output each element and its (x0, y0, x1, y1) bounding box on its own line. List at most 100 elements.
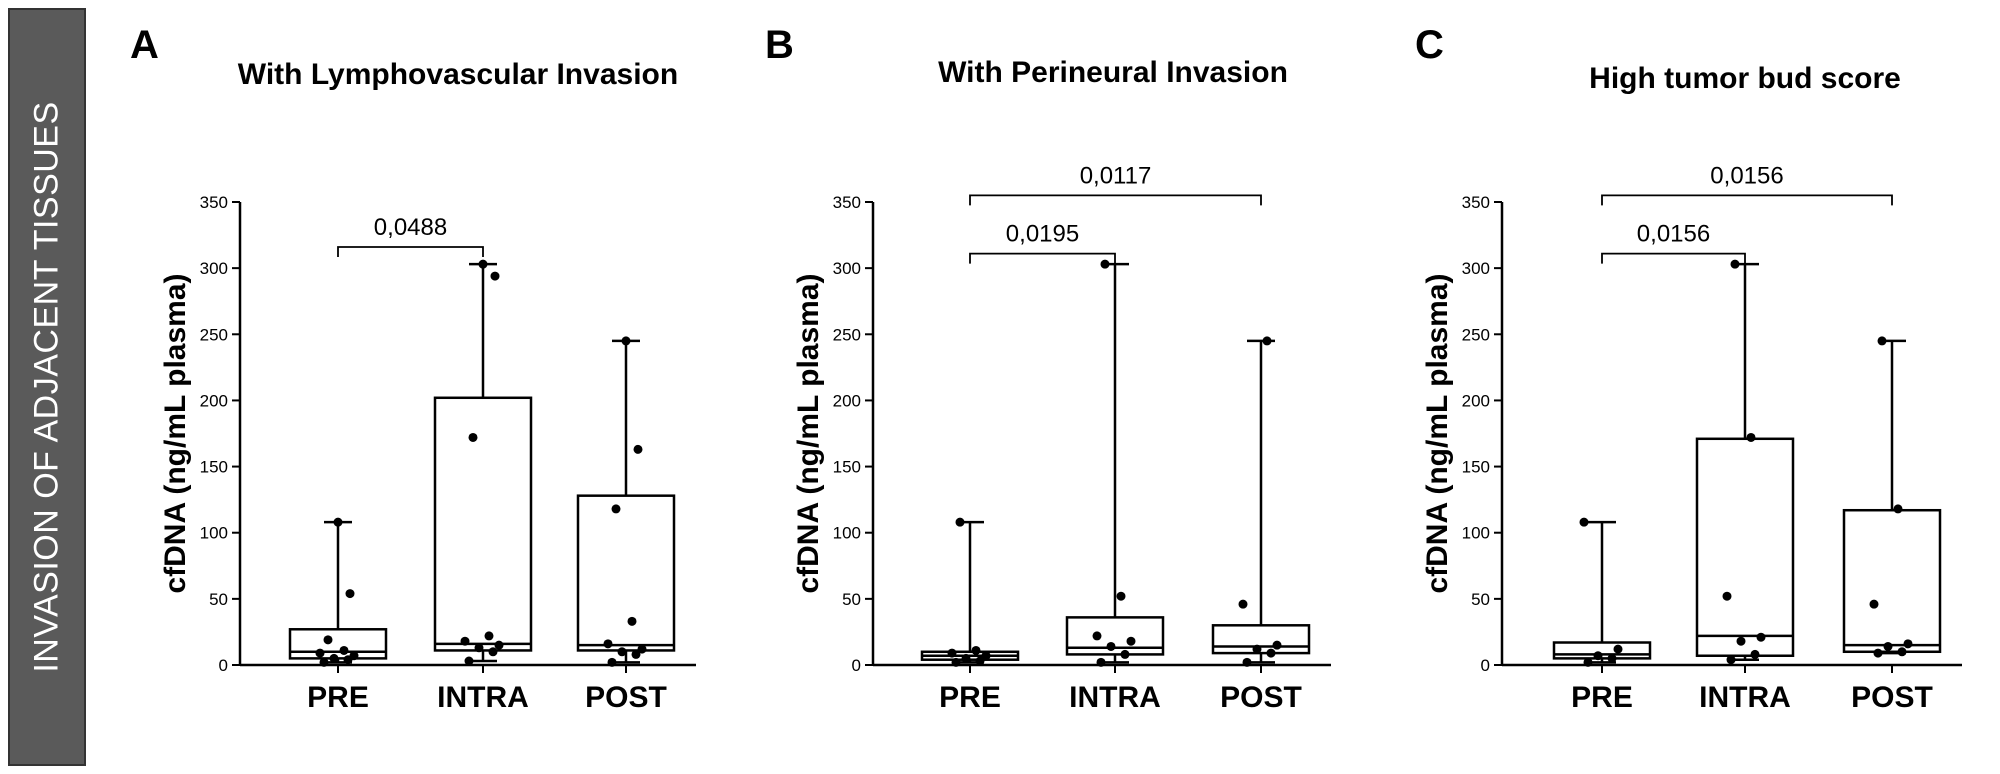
sidebar-panel: INVASION OF ADJACENT TISSUES (8, 8, 86, 766)
data-point (1593, 651, 1603, 661)
y-tick-label: 250 (200, 325, 228, 344)
data-point (1238, 599, 1248, 609)
significance-bracket: 0,0156 (1601, 162, 1893, 206)
data-point (633, 444, 643, 454)
panel-letter: A (130, 23, 159, 67)
category-label: POST (1851, 681, 1933, 714)
data-point (478, 259, 488, 269)
data-point (319, 657, 329, 667)
y-tick-label: 50 (842, 590, 861, 609)
data-point (1726, 655, 1736, 665)
data-point (488, 647, 498, 657)
data-point (637, 644, 647, 654)
data-point (315, 648, 325, 658)
data-point (484, 631, 494, 641)
data-point (971, 645, 981, 655)
data-point (1579, 517, 1589, 527)
panel-title: With Lymphovascular Invasion (238, 58, 678, 91)
bracket-line (969, 252, 1116, 264)
chart-panel-a: A With Lymphovascular Invasion cfDNA (ng/m… (130, 23, 696, 714)
significance-bracket: 0,0488 (337, 214, 484, 257)
data-point (345, 589, 355, 599)
data-point (339, 645, 349, 655)
y-tick-label: 150 (833, 458, 861, 477)
category-label: POST (1220, 681, 1302, 714)
y-tick-label: 50 (1471, 590, 1490, 609)
y-tick-label: 200 (200, 391, 228, 410)
y-axis-label: cfDNA (ng/mL plasma) (159, 273, 192, 593)
data-point (1252, 644, 1262, 654)
box-iqr (1065, 616, 1165, 656)
data-point (1242, 657, 1252, 667)
data-point (468, 432, 478, 442)
data-point (1613, 644, 1623, 654)
data-point (464, 656, 474, 666)
box-post (1842, 336, 1942, 658)
y-axis-label: cfDNA (ng/mL plasma) (1421, 273, 1454, 593)
box-iqr (1695, 437, 1795, 657)
y-tick-label: 0 (852, 656, 861, 675)
chart-panel-b: B With Perineural Invasion cfDNA (ng/mL pl… (765, 23, 1331, 714)
data-point (603, 639, 613, 649)
box-pre (288, 517, 388, 667)
data-point (1873, 648, 1883, 658)
y-tick-label: 200 (1462, 391, 1490, 410)
significance-bracket: 0,0117 (969, 162, 1262, 206)
data-point (460, 636, 470, 646)
data-point (617, 647, 627, 657)
data-point (1106, 641, 1116, 651)
panel-title: With Perineural Invasion (938, 56, 1288, 89)
y-tick-label: 350 (833, 193, 861, 212)
box-iqr (288, 628, 388, 660)
y-tick-label: 300 (833, 259, 861, 278)
data-point (627, 616, 637, 626)
y-tick-label: 350 (1462, 193, 1490, 212)
box-intra (1065, 259, 1165, 667)
p-value-label: 0,0488 (374, 214, 447, 241)
box-intra (433, 259, 533, 666)
y-tick-label: 0 (219, 656, 228, 675)
y-tick-label: 300 (1462, 259, 1490, 278)
category-label: PRE (939, 681, 1001, 714)
panel-letter: B (765, 23, 794, 67)
data-point (349, 651, 359, 661)
category-label: INTRA (1699, 681, 1791, 714)
data-point (329, 653, 339, 663)
data-point (1746, 432, 1756, 442)
box-iqr (1211, 624, 1311, 655)
data-point (1750, 649, 1760, 659)
data-point (1607, 653, 1617, 663)
y-tick-label: 250 (833, 325, 861, 344)
data-point (611, 504, 621, 514)
y-tick-label: 350 (200, 193, 228, 212)
p-value-label: 0,0156 (1637, 221, 1710, 248)
data-point (1266, 648, 1276, 658)
data-point (494, 640, 504, 650)
data-point (1126, 636, 1136, 646)
box-pre (1552, 517, 1652, 667)
category-label: INTRA (437, 681, 529, 714)
data-point (1869, 599, 1879, 609)
y-tick-label: 100 (1462, 524, 1490, 543)
chart-panel-c: C High tumor bud score cfDNA (ng/mL plasma… (1415, 23, 1962, 714)
bracket-line (1601, 252, 1746, 264)
box-post (576, 336, 676, 667)
data-point (323, 635, 333, 645)
y-tick-label: 150 (1462, 458, 1490, 477)
data-point (951, 657, 961, 667)
data-point (955, 517, 965, 527)
y-tick-label: 50 (209, 590, 228, 609)
y-axis-label: cfDNA (ng/mL plasma) (792, 273, 825, 593)
box-iqr (1842, 508, 1942, 654)
data-point (1877, 336, 1887, 346)
data-point (1903, 639, 1913, 649)
y-tick-label: 250 (1462, 325, 1490, 344)
category-label: POST (585, 681, 667, 714)
data-point (1116, 591, 1126, 601)
significance-bracket: 0,0195 (969, 221, 1116, 264)
data-point (1883, 641, 1893, 651)
data-point (1262, 336, 1272, 346)
p-value-label: 0,0156 (1710, 162, 1783, 189)
data-point (1096, 657, 1106, 667)
